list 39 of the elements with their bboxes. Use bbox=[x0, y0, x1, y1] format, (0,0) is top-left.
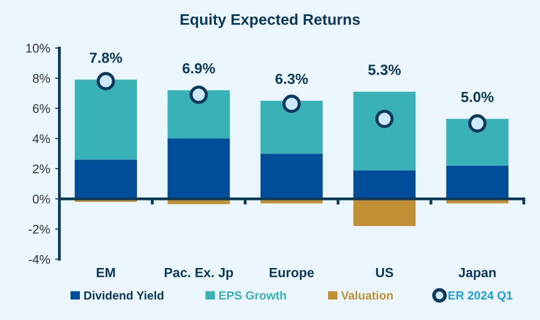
legend-label: EPS Growth bbox=[219, 290, 286, 300]
legend-label: Dividend Yield bbox=[84, 290, 164, 300]
y-tick-label: 0% bbox=[32, 194, 50, 204]
y-tick-label: 2% bbox=[32, 164, 50, 174]
legend-label: Valuation bbox=[341, 290, 393, 300]
x-tick-label: Pac. Ex. Jp bbox=[164, 268, 234, 280]
point bbox=[468, 114, 487, 133]
bar bbox=[446, 118, 508, 166]
data-label: 5.0% bbox=[461, 92, 494, 102]
bar bbox=[353, 198, 416, 226]
legend-label: ER 2024 Q1 bbox=[448, 291, 512, 302]
point bbox=[282, 94, 301, 113]
x-tick-label: Europe bbox=[270, 268, 314, 280]
x-tick-label: US bbox=[376, 268, 394, 278]
bar bbox=[353, 92, 416, 170]
point bbox=[190, 86, 208, 104]
y-tick-label: -4% bbox=[28, 255, 50, 264]
y-tick-label: -2% bbox=[28, 224, 50, 234]
bar bbox=[74, 160, 137, 199]
bar bbox=[446, 166, 508, 199]
y-tick-label: 10% bbox=[26, 44, 50, 53]
point bbox=[96, 72, 116, 90]
x-tick-label: Japan bbox=[458, 268, 496, 280]
bar bbox=[260, 154, 323, 199]
data-label: 7.8% bbox=[90, 52, 122, 63]
data-label: 6.9% bbox=[182, 63, 215, 74]
data-label: 5.3% bbox=[368, 64, 401, 75]
bar bbox=[168, 90, 230, 139]
y-tick-label: 8% bbox=[32, 74, 50, 83]
bar bbox=[168, 138, 230, 199]
x-tick-label: EM bbox=[96, 268, 115, 278]
data-label: 6.3% bbox=[276, 74, 308, 84]
y-tick-label: 4% bbox=[32, 134, 50, 144]
bar bbox=[260, 100, 323, 154]
bar bbox=[353, 170, 416, 199]
bar bbox=[74, 80, 137, 160]
point bbox=[375, 110, 394, 128]
chart-title: Equity Expected Returns bbox=[180, 14, 360, 28]
y-tick-label: 6% bbox=[32, 104, 50, 113]
